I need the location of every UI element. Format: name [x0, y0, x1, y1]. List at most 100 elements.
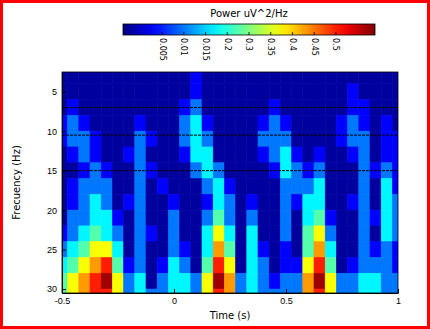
heatmap-cell [101, 226, 112, 242]
heatmap-cell [258, 226, 269, 242]
heatmap-cell [269, 273, 280, 289]
x-tick-mark [286, 289, 287, 293]
heatmap-cell [247, 257, 258, 273]
heatmap-cell [336, 289, 347, 293]
heatmap-cell [146, 179, 157, 195]
heatmap-cell [292, 147, 303, 163]
heatmap-cell [124, 226, 135, 242]
heatmap-cell [68, 115, 79, 131]
heatmap-cell [348, 115, 359, 131]
heatmap-cell [269, 131, 280, 147]
heatmap-cell [180, 257, 191, 273]
heatmap-cell [202, 147, 213, 163]
heatmap-cell [213, 179, 224, 195]
heatmap-cell [135, 147, 146, 163]
colorbar-tick [227, 32, 228, 35]
y-tick-mark [62, 250, 66, 251]
heatmap-cell [168, 194, 179, 210]
heatmap-cell [236, 115, 247, 131]
heatmap-cell [191, 210, 202, 226]
heatmap-cell [180, 115, 191, 131]
heatmap-cell [381, 242, 392, 258]
heatmap-cell [68, 194, 79, 210]
heatmap-cell [79, 147, 90, 163]
heatmap-cell [303, 257, 314, 273]
heatmap-cell [236, 131, 247, 147]
heatmap-cell [258, 131, 269, 147]
heatmap-cell [135, 273, 146, 289]
heatmap-cell [392, 84, 398, 100]
colorbar: Power uV^2/Hz0.0050.010.0150.20.30.350.4… [123, 8, 375, 61]
heatmap-cell [336, 131, 347, 147]
heatmap-cell [325, 273, 336, 289]
page-border [2, 2, 429, 328]
heatmap-cell [269, 72, 280, 84]
heatmap-cell [124, 115, 135, 131]
heatmap-cell [292, 131, 303, 147]
heatmap-cell [348, 72, 359, 84]
heatmap-cell [280, 84, 291, 100]
heatmap-cell [168, 84, 179, 100]
heatmap-cell [79, 84, 90, 100]
heatmap-cell [101, 257, 112, 273]
heatmap-cell [146, 72, 157, 84]
heatmap-cell [258, 273, 269, 289]
heatmap-cell [213, 257, 224, 273]
heatmap-cell [124, 210, 135, 226]
x-tick: 0 [172, 289, 177, 306]
heatmap-cell [124, 100, 135, 116]
heatmap-cell [213, 84, 224, 100]
heatmap-cell [314, 257, 325, 273]
heatmap-cell [269, 194, 280, 210]
heatmap-cell [348, 210, 359, 226]
heatmap-cell [191, 194, 202, 210]
heatmap-cell [392, 147, 398, 163]
heatmap-cell [392, 131, 398, 147]
heatmap-cell [135, 242, 146, 258]
heatmap-cell [112, 147, 123, 163]
heatmap-cell [236, 163, 247, 179]
heatmap-cell [101, 84, 112, 100]
heatmap-cell [236, 194, 247, 210]
heatmap-cell [381, 115, 392, 131]
heatmap-cell [191, 147, 202, 163]
y-tick-label: 25 [47, 245, 57, 255]
plot-frame [62, 72, 398, 293]
x-tick-label: 0 [172, 296, 177, 306]
heatmap-cell [180, 147, 191, 163]
heatmap-cell [112, 289, 123, 293]
heatmap-cell [359, 273, 370, 289]
heatmap-cell [314, 147, 325, 163]
y-tick-mark [62, 92, 66, 93]
heatmap-cell [146, 147, 157, 163]
heatmap-cell [224, 242, 235, 258]
y-tick: 15 [47, 166, 66, 176]
heatmap-cell [68, 210, 79, 226]
heatmap-cell [191, 289, 202, 293]
heatmap-cell [336, 115, 347, 131]
heatmap-cell [258, 147, 269, 163]
heatmap-cell [90, 226, 101, 242]
heatmap-cell [79, 179, 90, 195]
heatmap-cell [325, 147, 336, 163]
heatmap-cell [336, 194, 347, 210]
heatmap-cell [325, 289, 336, 293]
heatmap-cell [303, 289, 314, 293]
heatmap-cell [180, 72, 191, 84]
heatmap-cell [258, 72, 269, 84]
heatmap-cell [258, 179, 269, 195]
colorbar-tick-label: 0.015 [201, 38, 210, 61]
heatmap-cell [236, 179, 247, 195]
heatmap-cell [180, 179, 191, 195]
colorbar-tick [292, 32, 293, 35]
heatmap-cell [224, 115, 235, 131]
heatmap-cell [112, 242, 123, 258]
heatmap-cell [157, 289, 168, 293]
heatmap-cell [157, 131, 168, 147]
heatmap-cell [348, 289, 359, 293]
heatmap-cell [247, 147, 258, 163]
x-tick-mark [174, 289, 175, 293]
colorbar-tick [249, 32, 250, 35]
y-tick: 5 [52, 87, 66, 97]
heatmap-cell [224, 257, 235, 273]
